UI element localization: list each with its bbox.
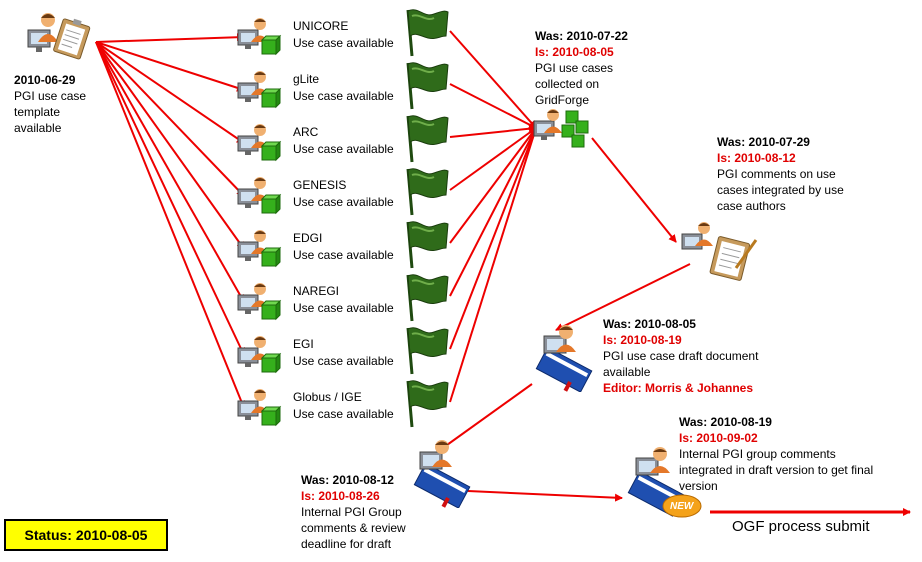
template-to-usecase-arrow	[95, 41, 245, 303]
use-case-status: Use case available	[293, 248, 394, 262]
final-was: Was: 2010-08-19	[679, 415, 772, 429]
use-case-name: Globus / IGE	[293, 390, 362, 404]
milestone-flag-icon	[402, 112, 450, 164]
draft-to-review-arrow	[439, 383, 533, 451]
review-book-icon	[406, 436, 476, 509]
draft-was: Was: 2010-08-05	[603, 317, 696, 331]
start-milestone-label: 2010-06-29 PGI use case template availab…	[14, 72, 104, 136]
use-case-name: EDGI	[293, 231, 323, 245]
start-date: 2010-06-29	[14, 73, 76, 87]
use-case-label: UNICORE Use case available	[293, 18, 394, 52]
template-to-usecase-arrow	[95, 41, 245, 250]
use-case-status: Use case available	[293, 354, 394, 368]
flag-to-collected-arrow	[449, 124, 537, 138]
collected-label: Was: 2010-07-22 Is: 2010-08-05 PGI use c…	[535, 28, 635, 108]
collected-icon	[532, 107, 592, 151]
flag-to-collected-arrow	[449, 127, 537, 244]
review-was: Was: 2010-08-12	[301, 473, 394, 487]
flag-to-collected-arrow	[449, 83, 537, 129]
milestone-flag-icon	[402, 271, 450, 323]
milestone-flag-icon	[402, 377, 450, 429]
template-to-usecase-arrow	[95, 41, 245, 92]
draft-is: Is: 2010-08-19	[603, 333, 682, 347]
template-to-usecase-arrow	[95, 41, 245, 144]
use-case-name: EGI	[293, 337, 314, 351]
milestone-flag-icon	[402, 218, 450, 270]
template-icon	[22, 8, 96, 68]
comments-was: Was: 2010-07-29	[717, 135, 810, 149]
use-case-person-icon	[236, 228, 282, 272]
use-case-name: UNICORE	[293, 19, 349, 33]
use-case-status: Use case available	[293, 195, 394, 209]
use-case-label: ARC Use case available	[293, 124, 394, 158]
flag-to-collected-arrow	[449, 30, 537, 129]
template-to-usecase-arrow	[95, 41, 246, 409]
status-box: Status: 2010-08-05	[4, 519, 168, 551]
comments-label: Was: 2010-07-29 Is: 2010-08-12 PGI comme…	[717, 134, 867, 214]
use-case-name: NAREGI	[293, 284, 340, 298]
final-label: Was: 2010-08-19 Is: 2010-09-02 Internal …	[679, 414, 879, 494]
draft-editor: Editor: Morris & Johannes	[603, 381, 754, 395]
use-case-label: EDGI Use case available	[293, 230, 394, 264]
review-to-final-arrow	[467, 490, 623, 502]
use-case-person-icon	[236, 387, 282, 431]
use-case-person-icon	[236, 69, 282, 113]
template-to-usecase-arrow	[95, 33, 245, 43]
template-to-usecase-arrow	[95, 41, 245, 197]
flag-to-collected-arrow	[449, 127, 538, 403]
use-case-name: ARC	[293, 125, 319, 139]
use-case-label: NAREGI Use case available	[293, 283, 394, 317]
comments-text: PGI comments on use cases integrated by …	[717, 167, 844, 213]
draft-label: Was: 2010-08-05 Is: 2010-08-19 PGI use c…	[603, 316, 793, 396]
final-text: Internal PGI group comments integrated i…	[679, 447, 874, 493]
collected-was: Was: 2010-07-22	[535, 29, 628, 43]
new-badge: NEW	[670, 501, 694, 512]
final-book-icon: NEW	[622, 446, 702, 518]
milestone-flag-icon	[402, 165, 450, 217]
comments-to-draft-arrow	[555, 263, 691, 331]
use-case-status: Use case available	[293, 301, 394, 315]
use-case-person-icon	[236, 175, 282, 219]
use-case-label: EGI Use case available	[293, 336, 394, 370]
review-label: Was: 2010-08-12 Is: 2010-08-26 Internal …	[301, 472, 431, 552]
template-to-usecase-arrow	[95, 41, 245, 356]
review-is: Is: 2010-08-26	[301, 489, 380, 503]
flag-to-collected-arrow	[449, 127, 537, 191]
start-text: PGI use case template available	[14, 89, 87, 135]
comments-is: Is: 2010-08-12	[717, 151, 796, 165]
use-case-person-icon	[236, 16, 282, 60]
flag-to-collected-arrow	[449, 127, 537, 297]
use-case-person-icon	[236, 281, 282, 325]
collected-to-comments-arrow	[591, 137, 677, 243]
use-case-person-icon	[236, 334, 282, 378]
draft-book-icon	[528, 322, 598, 393]
use-case-label: GENESIS Use case available	[293, 177, 394, 211]
collected-text: PGI use cases collected on GridForge	[535, 61, 614, 107]
use-case-status: Use case available	[293, 89, 394, 103]
status-text: Status: 2010-08-05	[24, 527, 148, 543]
collected-is: Is: 2010-08-05	[535, 45, 614, 59]
use-case-status: Use case available	[293, 407, 394, 421]
flag-to-collected-arrow	[449, 127, 538, 350]
milestone-flag-icon	[402, 6, 450, 58]
use-case-person-icon	[236, 122, 282, 166]
ogf-submit-label: OGF process submit	[732, 518, 870, 535]
milestone-flag-icon	[402, 59, 450, 111]
draft-text: PGI use case draft document available	[603, 349, 759, 379]
final-is: Is: 2010-09-02	[679, 431, 758, 445]
use-case-status: Use case available	[293, 142, 394, 156]
review-text: Internal PGI Group comments & review dea…	[301, 505, 406, 551]
milestone-flag-icon	[402, 324, 450, 376]
use-case-status: Use case available	[293, 36, 394, 50]
use-case-label: gLite Use case available	[293, 71, 394, 105]
use-case-name: gLite	[293, 72, 320, 86]
comments-icon	[680, 218, 760, 282]
use-case-name: GENESIS	[293, 178, 347, 192]
use-case-label: Globus / IGE Use case available	[293, 389, 394, 423]
